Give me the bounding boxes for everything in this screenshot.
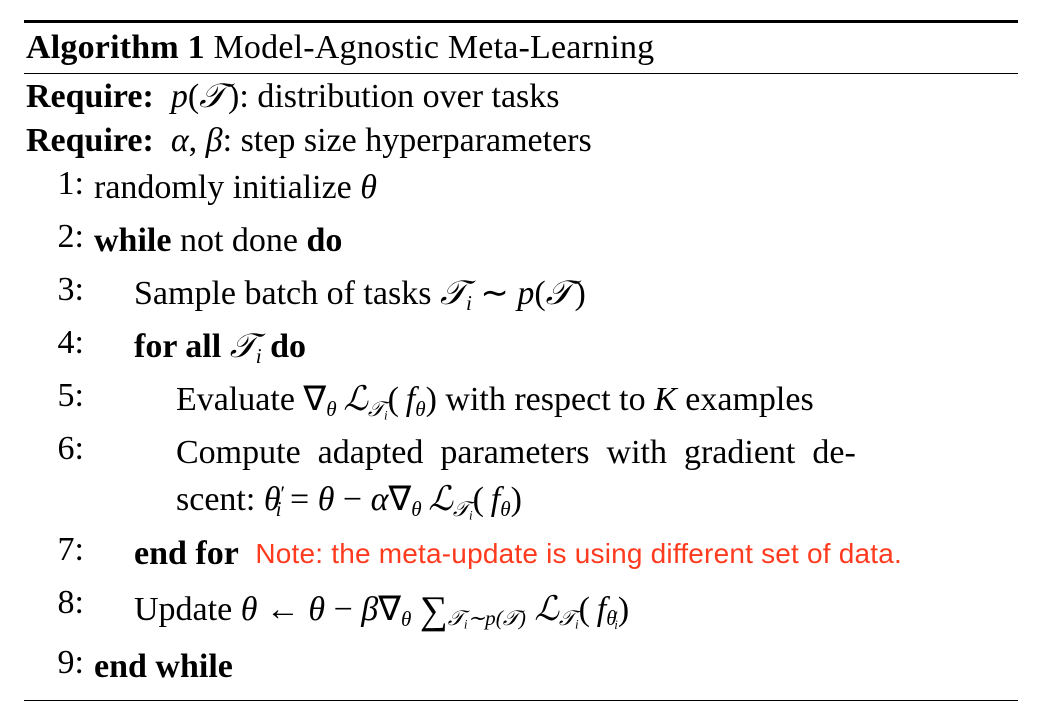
step-row: 4:for all 𝒯i do bbox=[24, 321, 1018, 374]
step-number: 1: bbox=[24, 165, 94, 203]
step-number: 5: bbox=[24, 377, 94, 415]
require-label: Require: bbox=[26, 78, 154, 115]
step-number: 7: bbox=[24, 531, 94, 569]
step-row: 7:end for Note: the meta-update is using… bbox=[24, 528, 1018, 581]
algorithm-label: Algorithm 1 bbox=[26, 29, 205, 66]
step-row: 8:Update θ ← θ − β∇θ ∑𝒯i∼p(𝒯) ℒ𝒯i( fθ′i) bbox=[24, 581, 1018, 641]
require-desc: step size hyperparameters bbox=[241, 122, 592, 159]
step-body: end while bbox=[94, 644, 1018, 691]
require-desc: distribution over tasks bbox=[257, 78, 559, 115]
step-body: for all 𝒯i do bbox=[94, 324, 1018, 371]
rule-bottom bbox=[24, 700, 1018, 701]
step-number: 8: bbox=[24, 584, 94, 622]
step-number: 2: bbox=[24, 218, 94, 256]
step-body: while not done do bbox=[94, 218, 1018, 265]
require-symbol: α, β bbox=[171, 122, 223, 159]
step-row: 6:Compute adapted parameters with gradie… bbox=[24, 427, 1018, 527]
step-row: 1:randomly initialize θ bbox=[24, 162, 1018, 215]
algorithm-title: Model-Agnostic Meta-Learning bbox=[214, 29, 655, 66]
step-body: randomly initialize θ bbox=[94, 165, 1018, 212]
step-number: 3: bbox=[24, 271, 94, 309]
require-label: Require: bbox=[26, 122, 154, 159]
step-row: 3:Sample batch of tasks 𝒯i ∼ p(𝒯 ) bbox=[24, 268, 1018, 321]
algorithm-block: Algorithm 1 Model-Agnostic Meta-Learning… bbox=[24, 20, 1018, 701]
step-row: 9:end while bbox=[24, 641, 1018, 694]
step-body: Sample batch of tasks 𝒯i ∼ p(𝒯 ) bbox=[94, 271, 1018, 318]
annotation-note: Note: the meta-update is using different… bbox=[247, 538, 902, 569]
step-number: 4: bbox=[24, 324, 94, 362]
require-block: Require: p(𝒯 ): distribution over tasksR… bbox=[24, 74, 1018, 162]
step-body: Update θ ← θ − β∇θ ∑𝒯i∼p(𝒯) ℒ𝒯i( fθ′i) bbox=[94, 584, 1018, 638]
algorithm-title-line: Algorithm 1 Model-Agnostic Meta-Learning bbox=[24, 23, 1018, 71]
require-symbol: p(𝒯 ) bbox=[171, 78, 240, 115]
require-line: Require: p(𝒯 ): distribution over tasks bbox=[24, 74, 1018, 118]
step-body: Evaluate ∇θ ℒ𝒯i( fθ) with respect to K e… bbox=[94, 377, 1018, 425]
step-number: 6: bbox=[24, 430, 94, 468]
step-number: 9: bbox=[24, 644, 94, 682]
require-line: Require: α, β: step size hyperparameters bbox=[24, 118, 1018, 162]
step-body: Compute adapted parameters with gradient… bbox=[94, 430, 1018, 524]
step-row: 2:while not done do bbox=[24, 215, 1018, 268]
steps-block: 1:randomly initialize θ2:while not done … bbox=[24, 162, 1018, 694]
step-row: 5:Evaluate ∇θ ℒ𝒯i( fθ) with respect to K… bbox=[24, 374, 1018, 428]
step-body: end for Note: the meta-update is using d… bbox=[94, 531, 1018, 578]
